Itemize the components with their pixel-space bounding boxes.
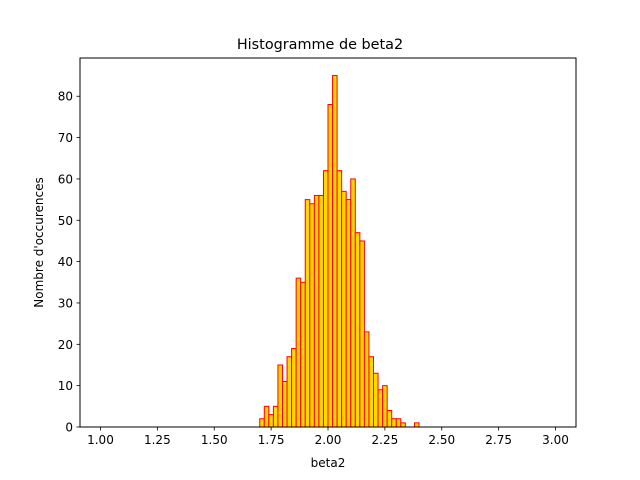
histogram-bar <box>332 75 338 428</box>
x-tick-label: 1.00 <box>87 433 114 447</box>
y-tick-label: 50 <box>58 214 73 228</box>
histogram-bar <box>368 356 375 428</box>
histogram-bar <box>318 194 324 428</box>
histogram-bar <box>395 418 402 428</box>
histogram-bar <box>354 232 361 428</box>
y-tick-label: 30 <box>58 296 73 310</box>
histogram-bar <box>304 199 311 428</box>
histogram-bar <box>377 389 384 428</box>
histogram-bar <box>386 409 393 428</box>
x-tick-label: 2.25 <box>372 433 399 447</box>
y-tick-label: 0 <box>65 421 73 435</box>
histogram-bar <box>291 347 297 428</box>
histogram-bar <box>341 190 347 428</box>
histogram-bar <box>345 199 352 428</box>
histogram-bar <box>272 405 279 428</box>
histogram-bar <box>350 178 356 428</box>
y-tick-label: 70 <box>58 131 73 145</box>
y-tick-label: 60 <box>58 172 73 186</box>
histogram-bar <box>336 170 343 428</box>
histogram-bar <box>391 418 397 428</box>
x-tick-label: 1.50 <box>201 433 228 447</box>
histogram-bar <box>359 240 365 428</box>
x-tick-label: 1.75 <box>258 433 285 447</box>
histogram-bar <box>373 372 379 428</box>
histogram-bar <box>309 203 315 428</box>
histogram-bar <box>259 418 265 428</box>
histogram-bar <box>263 405 270 428</box>
y-tick-label: 80 <box>58 90 73 104</box>
histogram-bar <box>313 194 320 428</box>
x-tick-label: 2.50 <box>428 433 455 447</box>
chart-title: Histogramme de beta2 <box>237 37 403 53</box>
plot-frame <box>79 57 577 428</box>
histogram-bar <box>300 281 306 428</box>
x-tick-label: 2.00 <box>315 433 342 447</box>
histogram-bar <box>400 422 406 428</box>
histogram-bar <box>295 277 302 428</box>
histogram-bar <box>413 422 420 428</box>
x-tick-label: 3.00 <box>542 433 569 447</box>
y-tick-label: 10 <box>58 379 73 393</box>
histogram-bar <box>363 331 370 428</box>
histogram-bar <box>282 381 288 428</box>
y-axis-label: Nombre d'occurences <box>32 177 46 307</box>
histogram-bar <box>277 364 283 428</box>
histogram-bar <box>327 104 334 428</box>
histogram-bar <box>382 385 388 428</box>
x-tick-label: 2.75 <box>485 433 512 447</box>
histogram-bar <box>268 414 274 428</box>
histogram-bar <box>286 356 293 428</box>
x-tick-label: 1.25 <box>144 433 171 447</box>
y-tick-label: 40 <box>58 255 73 269</box>
x-axis-ticks: 1.00 1.25 1.50 1.75 2.00 2.25 2.50 2.75 3.00 <box>87 427 569 447</box>
y-tick-label: 20 <box>58 338 73 352</box>
histogram-bar <box>322 170 329 428</box>
x-axis-label: beta2 <box>311 456 346 470</box>
y-axis-ticks: 0 10 20 30 40 50 60 70 80 <box>58 90 80 435</box>
